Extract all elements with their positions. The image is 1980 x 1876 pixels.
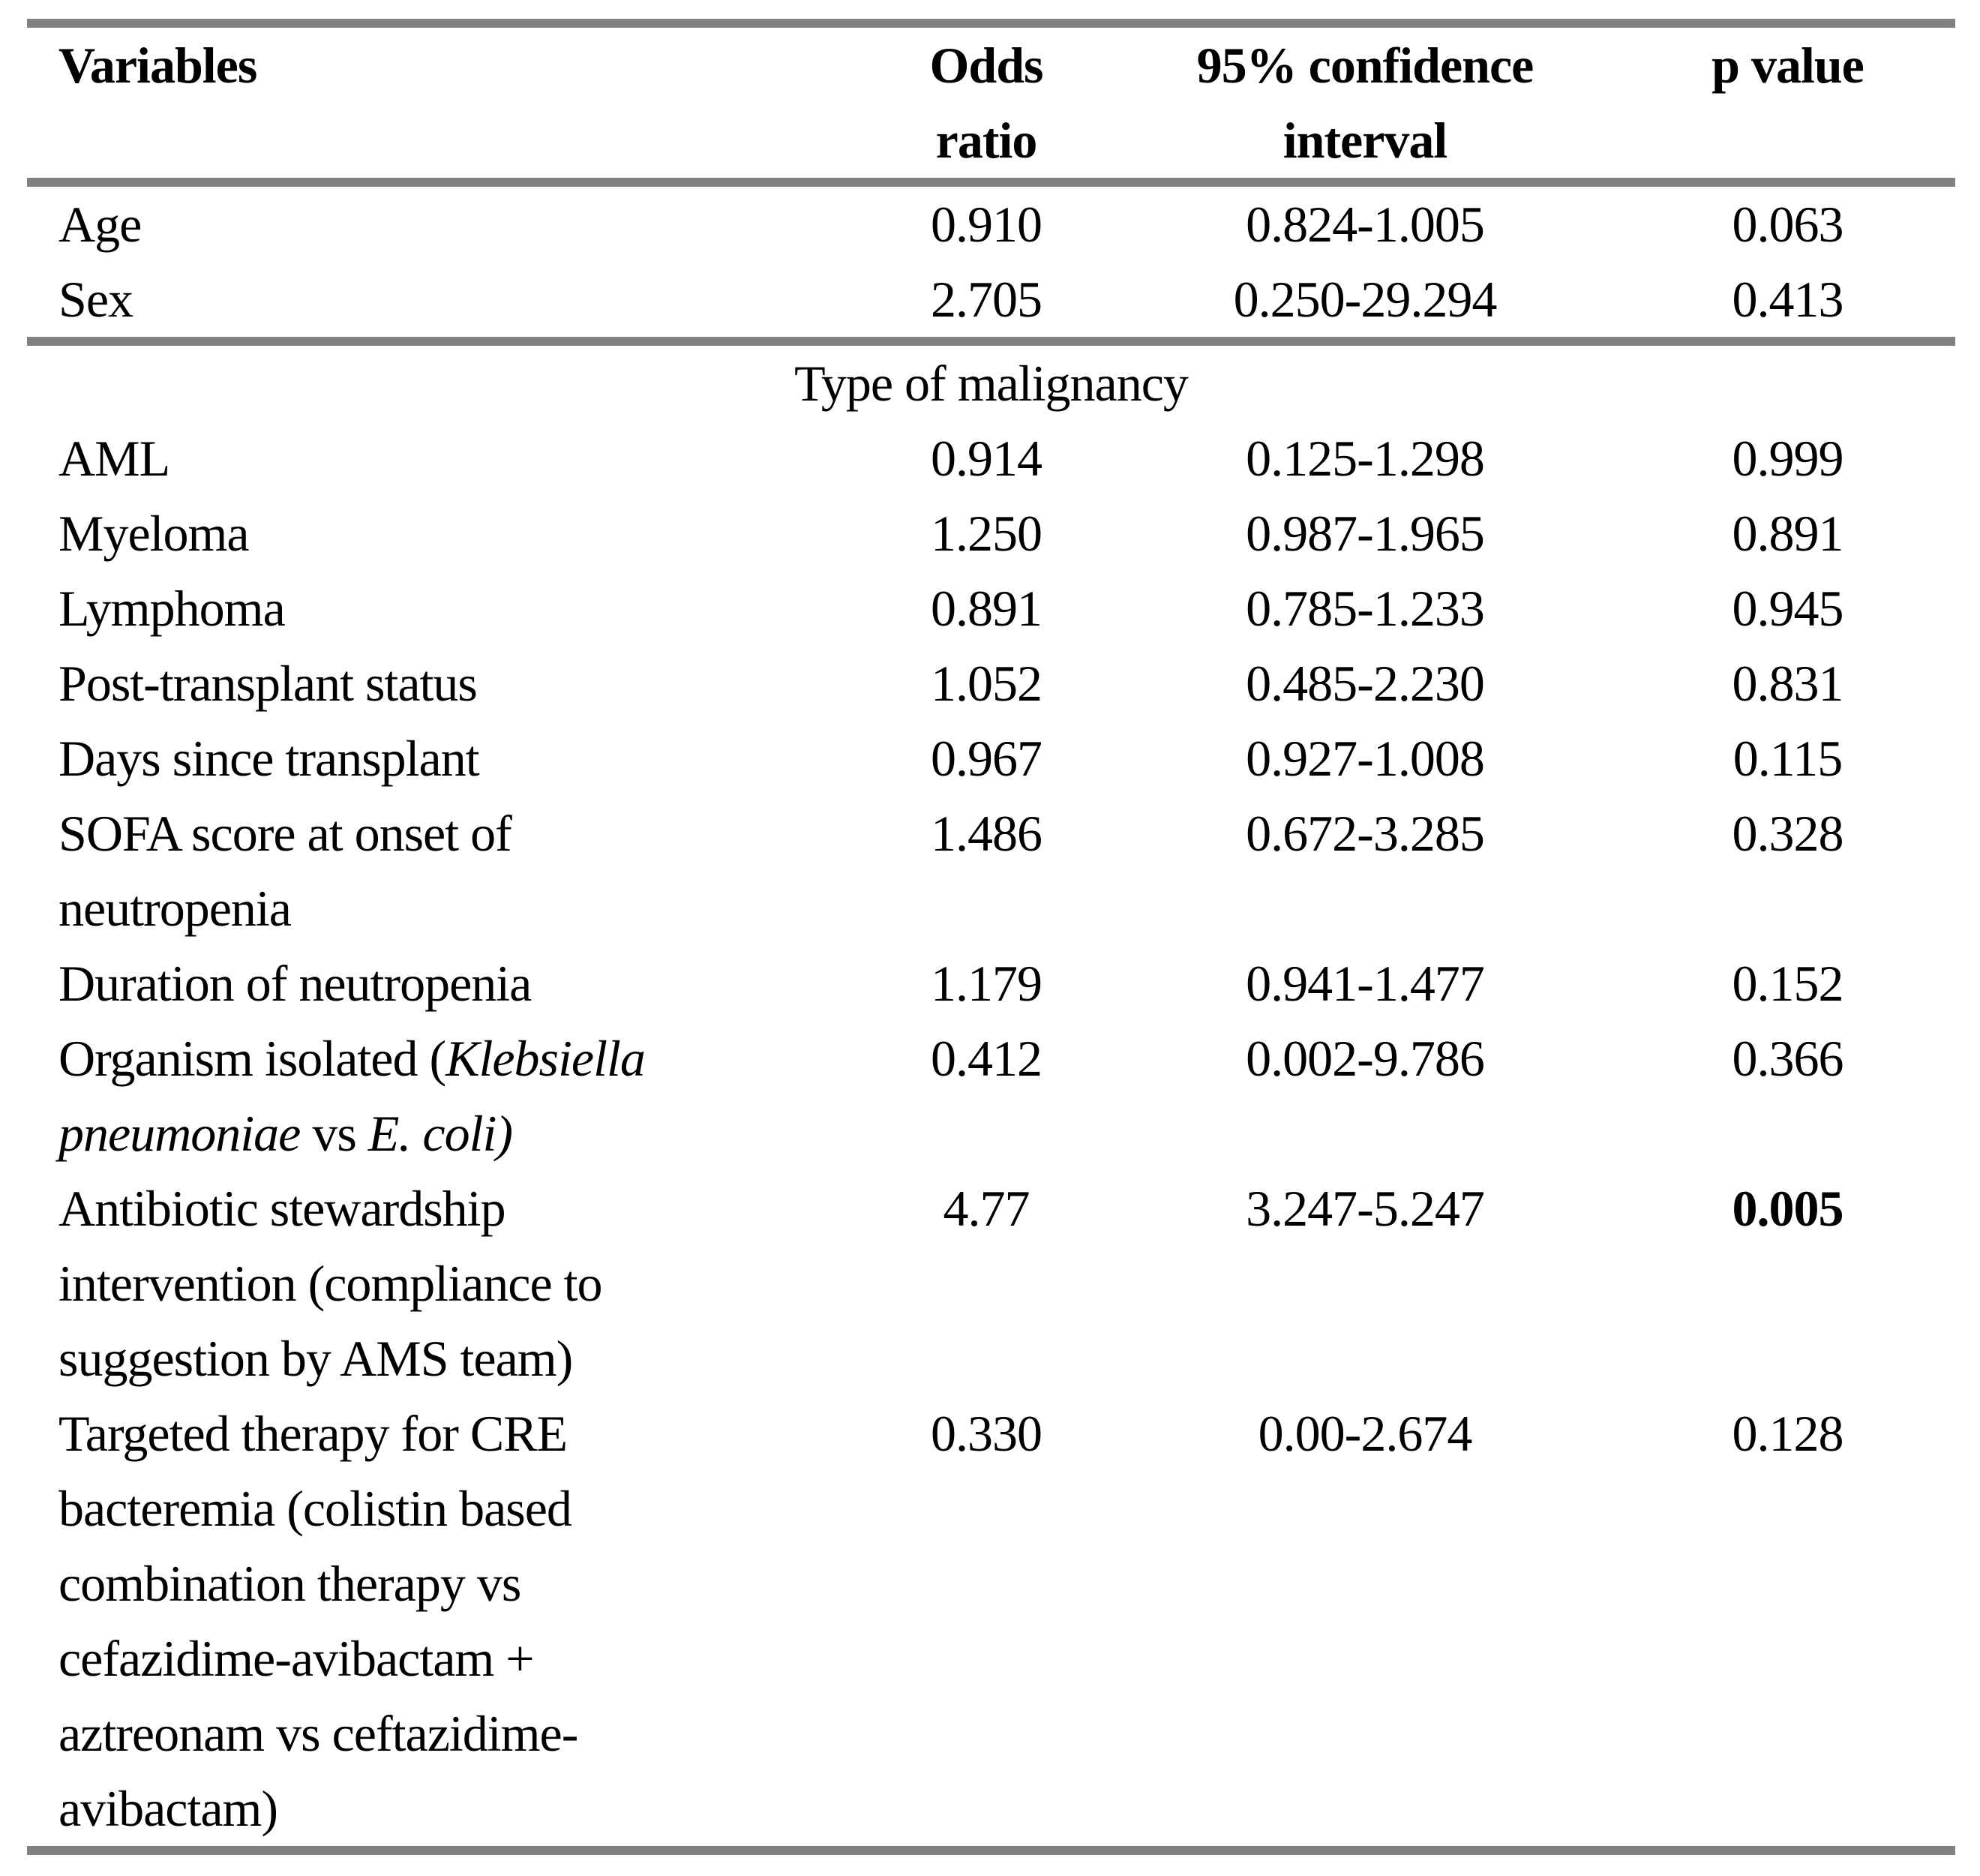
table-row: Days since transplant 0.967 0.927-1.008 0.1… (27, 721, 1955, 796)
variable-cell: Sex (27, 262, 862, 346)
table-row: Age 0.910 0.824-1.005 0.063 (27, 182, 1955, 262)
odds-ratio-cell: 1.486 (931, 805, 1042, 862)
variable-cell: Targeted therapy for CRE bacteremia (col… (27, 1396, 862, 1850)
confidence-interval-cell: 0.824-1.005 (1246, 196, 1485, 253)
variable-label: Duration of neutropenia (58, 955, 532, 1012)
odds-ratio-cell: 1.250 (931, 505, 1042, 562)
table-body: Age 0.910 0.824-1.005 0.063 Sex 2.705 0.250-29… (27, 182, 1955, 1850)
header-row: Variables Odds ratio 95% confidence inte… (27, 23, 1955, 187)
variable-label: Lymphoma (58, 580, 286, 637)
odds-ratio-cell: 0.967 (931, 730, 1042, 787)
variable-label: AML (58, 430, 170, 487)
variable-label: Type of malignancy (794, 355, 1189, 412)
variable-label-italic: Klebsiella pneumoniae (58, 1030, 646, 1162)
table-header: Variables Odds ratio 95% confidence inte… (27, 23, 1955, 187)
variable-cell: Organism isolated (Klebsiella pneumoniae… (27, 1021, 862, 1171)
variable-label: Antibiotic stewardship intervention (com… (58, 1180, 603, 1387)
variable-cell: SOFA score at onset of neutropenia (27, 796, 862, 946)
variable-cell: AML (27, 421, 862, 496)
regression-table-figure: Variables Odds ratio 95% confidence inte… (27, 19, 1955, 1855)
table-row: Myeloma 1.250 0.987-1.965 0.891 (27, 496, 1955, 571)
confidence-interval-cell: 0.00-2.674 (1258, 1405, 1473, 1462)
odds-ratio-cell: 0.330 (931, 1405, 1042, 1462)
variable-label: SOFA score at onset of neutropenia (58, 805, 512, 937)
p-value-cell: 0.128 (1732, 1405, 1844, 1462)
p-value-cell: 0.366 (1732, 1030, 1844, 1087)
p-value-cell: 0.891 (1732, 505, 1844, 562)
section-title: Type of malignancy (27, 341, 1955, 421)
table-row: Sex 2.705 0.250-29.294 0.413 (27, 262, 1955, 346)
odds-ratio-table: Variables Odds ratio 95% confidence inte… (27, 19, 1955, 1855)
p-value-cell: 0.328 (1732, 805, 1844, 862)
variable-cell: Myeloma (27, 496, 862, 571)
p-value-cell: 0.945 (1732, 580, 1844, 637)
confidence-interval-cell: 0.941-1.477 (1246, 955, 1485, 1012)
table-row: Antibiotic stewardship intervention (com… (27, 1171, 1955, 1396)
confidence-interval-cell: 0.485-2.230 (1246, 655, 1485, 712)
table-row: Duration of neutropenia 1.179 0.941-1.477 0… (27, 946, 1955, 1021)
confidence-interval-cell: 0.785-1.233 (1246, 580, 1485, 637)
variable-label: Myeloma (58, 505, 250, 562)
column-header-variables: Variables (27, 23, 862, 187)
variable-cell: Antibiotic stewardship intervention (com… (27, 1171, 862, 1396)
p-value-cell: 0.152 (1732, 955, 1844, 1012)
table-row: Post-transplant status 1.052 0.485-2.230 0.… (27, 646, 1955, 721)
p-value-cell: 0.063 (1732, 196, 1844, 253)
variable-cell: Duration of neutropenia (27, 946, 862, 1021)
odds-ratio-cell: 0.412 (931, 1030, 1042, 1087)
confidence-interval-cell: 0.987-1.965 (1246, 505, 1485, 562)
variable-label: Days since transplant (58, 730, 480, 787)
variable-cell: Days since transplant (27, 721, 862, 796)
table-row: AML 0.914 0.125-1.298 0.999 (27, 421, 1955, 496)
confidence-interval-cell: 0.002-9.786 (1246, 1030, 1485, 1087)
odds-ratio-cell: 0.910 (931, 196, 1042, 253)
variable-label: Post-transplant status (58, 655, 478, 712)
variable-cell: Age (27, 182, 862, 262)
p-value-cell: 0.831 (1732, 655, 1844, 712)
column-header-odds-ratio: Odds ratio (862, 23, 1110, 187)
variable-label: Targeted therapy for CRE bacteremia (col… (58, 1405, 578, 1837)
variable-label: Organism isolated ( (58, 1030, 446, 1087)
p-value-cell: 0.413 (1620, 262, 1955, 346)
variable-label: Age (58, 196, 142, 253)
section-row: Type of malignancy (27, 341, 1955, 421)
odds-ratio-cell: 1.052 (931, 655, 1042, 712)
variable-label-italic: E. coli) (368, 1105, 513, 1162)
column-header-confidence-interval: 95% confidence interval (1110, 23, 1620, 187)
confidence-interval-cell: 3.247-5.247 (1246, 1180, 1485, 1237)
odds-ratio-cell: 2.705 (862, 262, 1110, 346)
confidence-interval-cell: 0.125-1.298 (1246, 430, 1485, 487)
variable-label: Sex (58, 271, 134, 328)
table-row: Organism isolated (Klebsiella pneumoniae… (27, 1021, 1955, 1171)
confidence-interval-cell: 0.250-29.294 (1110, 262, 1620, 346)
p-value-cell: 0.999 (1732, 430, 1844, 487)
table-row: Lymphoma 0.891 0.785-1.233 0.945 (27, 571, 1955, 646)
confidence-interval-cell: 0.672-3.285 (1246, 805, 1485, 862)
confidence-interval-cell: 0.927-1.008 (1246, 730, 1485, 787)
odds-ratio-cell: 1.179 (931, 955, 1042, 1012)
p-value-cell: 0.005 (1732, 1180, 1844, 1237)
odds-ratio-cell: 0.891 (931, 580, 1042, 637)
variable-cell: Post-transplant status (27, 646, 862, 721)
table-row: SOFA score at onset of neutropenia 1.486 0… (27, 796, 1955, 946)
odds-ratio-cell: 4.77 (943, 1180, 1030, 1237)
table-row: Targeted therapy for CRE bacteremia (col… (27, 1396, 1955, 1850)
p-value-cell: 0.115 (1732, 730, 1843, 787)
variable-label: vs (300, 1105, 368, 1162)
column-header-p-value: p value (1620, 23, 1955, 187)
variable-cell: Lymphoma (27, 571, 862, 646)
odds-ratio-cell: 0.914 (931, 430, 1042, 487)
